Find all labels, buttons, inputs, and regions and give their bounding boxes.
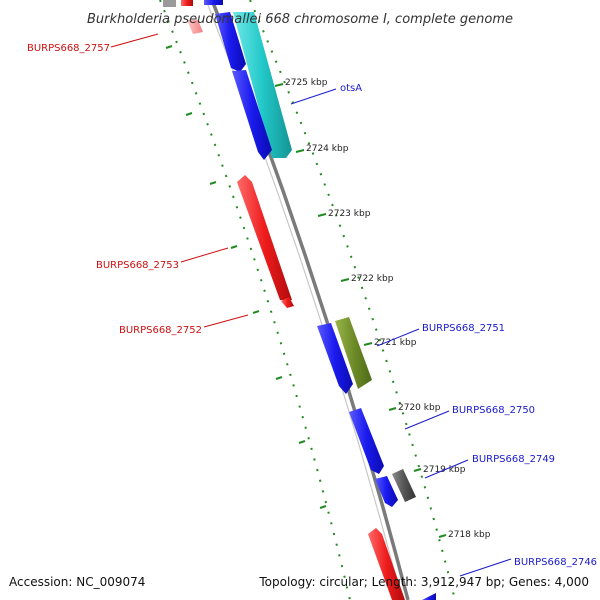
tick-2725: 2725 kbp [274, 78, 328, 88]
gene-red-2753[interactable] [237, 175, 292, 300]
gene-label-text: BURPS668_2750 [452, 405, 535, 416]
gene-label-text: BURPS668_2751 [422, 323, 505, 334]
label-burps668-2750[interactable]: BURPS668_2750 [404, 405, 535, 430]
gene-top-blue[interactable] [204, 0, 223, 5]
tick-label: 2721 kbp [374, 338, 417, 348]
accession-text: Accession: NC_009074 [9, 575, 145, 589]
label-burps668-2751[interactable]: BURPS668_2751 [376, 323, 505, 347]
gene-label-text: BURPS668_2753 [96, 260, 179, 271]
gene-red-bottom[interactable] [368, 528, 405, 600]
tick-2718: 2718 kbp [438, 530, 491, 540]
tick-label: 2725 kbp [285, 78, 328, 88]
gene-blue-2751[interactable] [317, 323, 353, 394]
gene-label-text: BURPS668_2752 [119, 325, 202, 336]
gene-top-pink[interactable] [187, 20, 203, 34]
tick-label: 2722 kbp [351, 274, 394, 284]
gene-blue-2750[interactable] [349, 408, 384, 474]
gene-label-text: BURPS668_2746 [514, 557, 597, 568]
gene-label-text: BURPS668_2757 [27, 43, 110, 54]
gene-top-red[interactable] [181, 0, 193, 6]
gene-top-grey[interactable] [163, 0, 176, 7]
label-burps668-2749[interactable]: BURPS668_2749 [424, 454, 555, 479]
tick-2723: 2723 kbp [317, 209, 371, 219]
label-otsA[interactable]: otsA [290, 83, 362, 105]
tick-label: 2720 kbp [398, 403, 441, 413]
label-burps668-2753[interactable]: BURPS668_2753 [96, 247, 229, 271]
gene-blue-2749[interactable] [375, 476, 398, 507]
tick-2720: 2720 kbp [388, 403, 441, 413]
map-title: Burkholderia pseudomallei 668 chromosome… [87, 12, 513, 27]
label-burps668-2746[interactable]: BURPS668_2746 [459, 557, 597, 577]
gene-label-text: BURPS668_2749 [472, 454, 555, 465]
gene-blue-bottom[interactable] [422, 593, 436, 600]
gene-cyan-otsA[interactable] [233, 12, 292, 158]
gene-blue-2[interactable] [232, 70, 272, 160]
tick-2721: 2721 kbp [363, 338, 417, 348]
inner-tick-marks [165, 45, 327, 509]
label-burps668-2757[interactable]: BURPS668_2757 [27, 33, 159, 54]
gene-blue-1[interactable] [215, 12, 246, 72]
gene-red-2752[interactable] [281, 297, 294, 308]
gene-olive-2751[interactable] [335, 317, 372, 389]
tick-label: 2718 kbp [448, 530, 491, 540]
label-burps668-2752[interactable]: BURPS668_2752 [119, 314, 249, 336]
summary-text: Topology: circular; Length: 3,912,947 bp… [258, 575, 589, 589]
tick-label: 2724 kbp [306, 144, 349, 154]
gene-grey-2749[interactable] [392, 469, 416, 502]
tick-label: 2723 kbp [328, 209, 371, 219]
tick-2719: 2719 kbp [413, 465, 466, 475]
tick-2724: 2724 kbp [295, 144, 349, 154]
tick-2722: 2722 kbp [340, 274, 394, 284]
gene-label-text: otsA [340, 83, 362, 94]
chromosome-backbone-highlight [205, 0, 403, 600]
